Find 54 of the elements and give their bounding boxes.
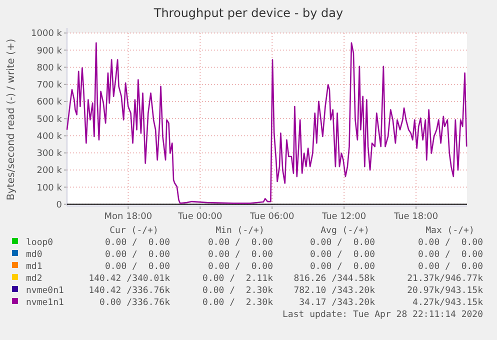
text: 0.00 / 0.00 xyxy=(418,238,483,248)
text: 0.00 / 2.11k xyxy=(202,274,274,284)
line-series xyxy=(66,42,468,204)
text: 34.17 /343.20k xyxy=(299,298,376,308)
text: Max (-/+) xyxy=(426,226,474,236)
legend-label: md1 xyxy=(26,262,42,272)
text: 21.37k/946.77k xyxy=(407,274,484,284)
y-tick-label: 300 k xyxy=(36,149,63,160)
legend-label: nvme0n1 xyxy=(26,286,64,296)
x-tick-label: Tue 18:00 xyxy=(392,212,438,222)
y-tick-label: 900 k xyxy=(36,46,63,56)
text: 0.00 / 2.30k xyxy=(202,286,274,296)
legend-label: nvme1n1 xyxy=(26,298,64,308)
text: 140.42 /340.01k xyxy=(88,274,171,284)
x-tick-label: Tue 12:00 xyxy=(320,212,366,222)
text: 0.00 / 0.00 xyxy=(104,238,170,248)
text: 816.26 /344.58k xyxy=(294,274,376,284)
text: Avg (-/+) xyxy=(320,226,370,236)
text: 0.00 / 0.00 xyxy=(104,262,170,272)
legend-label: md2 xyxy=(26,274,42,284)
text: 0.00 / 0.00 xyxy=(310,262,375,272)
y-tick-label: 700 k xyxy=(36,80,63,91)
y-tick-label: 1000 k xyxy=(31,29,63,40)
y-tick-label: 0 xyxy=(56,200,62,210)
text: 0.00 / 2.30k xyxy=(202,298,274,308)
text: 782.10 /343.20k xyxy=(294,286,376,296)
text: Cur (-/+) xyxy=(110,226,158,236)
legend-label: loop0 xyxy=(26,238,54,248)
text: 0.00 / 0.00 xyxy=(310,238,375,248)
text: 140.42 /336.76k xyxy=(88,286,171,296)
x-tick-label: Tue 00:00 xyxy=(177,212,222,222)
x-tick-label: Tue 06:00 xyxy=(249,212,294,222)
text: 20.97k/943.15k xyxy=(407,286,484,296)
text: 0.00 / 0.00 xyxy=(208,250,273,260)
y-axis-title: Bytes/second read (-) / write (+) xyxy=(6,38,17,200)
y-tick-label: 200 k xyxy=(36,166,63,176)
text: 0.00 / 0.00 xyxy=(208,238,273,248)
text: 0.00 / 0.00 xyxy=(418,250,483,260)
y-tick-label: 500 k xyxy=(36,114,63,125)
x-tick-label: Mon 18:00 xyxy=(104,212,152,222)
text: 0.00 / 0.00 xyxy=(310,250,375,260)
y-tick-label: 100 k xyxy=(36,183,63,194)
y-tick-label: 800 k xyxy=(36,63,63,74)
text: Last update: Tue Apr 28 22:11:14 2020 xyxy=(282,310,483,320)
legend-label: md0 xyxy=(26,250,42,260)
text: 0.00 / 0.00 xyxy=(104,250,170,260)
text: 0.00 /336.76k xyxy=(100,298,171,308)
y-tick-label: 600 k xyxy=(36,98,63,108)
text: 4.27k/943.15k xyxy=(412,298,484,308)
text: 0.00 / 0.00 xyxy=(208,262,273,272)
text: 0.00 / 0.00 xyxy=(418,262,483,272)
y-tick-label: 400 k xyxy=(36,132,63,142)
text: Min (-/+) xyxy=(216,226,264,236)
chart-title: Throughput per device - by day xyxy=(152,6,344,20)
